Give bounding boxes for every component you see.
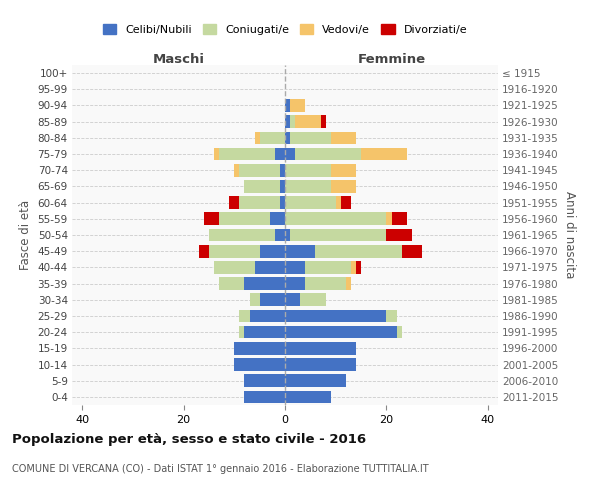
Bar (285, 164, 331, 176)
Bar (295, 148, 361, 160)
Bar (280, 164, 285, 176)
Bar (234, 358, 285, 371)
Bar (285, 116, 290, 128)
Bar (386, 310, 397, 322)
Bar (401, 245, 422, 258)
Bar (209, 245, 260, 258)
Bar (290, 116, 295, 128)
Bar (234, 164, 239, 176)
Bar (260, 294, 285, 306)
Bar (285, 180, 331, 192)
Bar (305, 278, 346, 290)
Text: COMUNE DI VERCANA (CO) - Dati ISTAT 1° gennaio 2016 - Elaborazione TUTTITALIA.IT: COMUNE DI VERCANA (CO) - Dati ISTAT 1° g… (12, 464, 428, 474)
Bar (290, 99, 305, 112)
Bar (275, 148, 285, 160)
Bar (351, 261, 356, 274)
Bar (285, 261, 305, 274)
Bar (285, 228, 290, 241)
Bar (331, 132, 356, 144)
Bar (244, 374, 285, 387)
Bar (356, 261, 361, 274)
Bar (331, 164, 356, 176)
Bar (320, 116, 326, 128)
Bar (285, 342, 356, 354)
Bar (209, 228, 275, 241)
Bar (244, 180, 280, 192)
Bar (244, 390, 285, 403)
Bar (300, 294, 326, 306)
Bar (285, 132, 290, 144)
Bar (239, 310, 250, 322)
Bar (229, 196, 239, 209)
Bar (336, 196, 341, 209)
Bar (290, 228, 386, 241)
Bar (285, 374, 346, 387)
Bar (244, 278, 285, 290)
Bar (280, 196, 285, 209)
Bar (285, 358, 356, 371)
Bar (250, 310, 285, 322)
Bar (254, 132, 260, 144)
Bar (219, 212, 270, 225)
Bar (285, 390, 331, 403)
Bar (285, 148, 295, 160)
Bar (285, 99, 290, 112)
Bar (316, 245, 401, 258)
Bar (275, 228, 285, 241)
Bar (285, 326, 397, 338)
Bar (386, 212, 392, 225)
Bar (239, 326, 244, 338)
Bar (260, 245, 285, 258)
Bar (285, 212, 386, 225)
Bar (285, 294, 300, 306)
Bar (280, 180, 285, 192)
Bar (219, 278, 244, 290)
Bar (285, 278, 305, 290)
Bar (270, 212, 285, 225)
Bar (285, 245, 316, 258)
Bar (295, 116, 320, 128)
Legend: Celibi/Nubili, Coniugati/e, Vedovi/e, Divorziati/e: Celibi/Nubili, Coniugati/e, Vedovi/e, Di… (98, 20, 472, 39)
Bar (361, 148, 407, 160)
Text: Femmine: Femmine (358, 53, 425, 66)
Bar (244, 326, 285, 338)
Bar (250, 294, 260, 306)
Bar (397, 326, 401, 338)
Y-axis label: Fasce di età: Fasce di età (19, 200, 32, 270)
Text: Popolazione per età, sesso e stato civile - 2016: Popolazione per età, sesso e stato civil… (12, 432, 366, 446)
Bar (386, 228, 412, 241)
Bar (392, 212, 407, 225)
Bar (199, 245, 209, 258)
Bar (285, 310, 386, 322)
Bar (204, 212, 219, 225)
Bar (219, 148, 275, 160)
Bar (346, 278, 351, 290)
Y-axis label: Anni di nascita: Anni di nascita (563, 192, 575, 278)
Bar (305, 261, 351, 274)
Bar (290, 132, 331, 144)
Bar (341, 196, 351, 209)
Bar (239, 164, 280, 176)
Text: Maschi: Maschi (152, 53, 205, 66)
Bar (214, 148, 219, 160)
Bar (260, 132, 285, 144)
Bar (254, 261, 285, 274)
Bar (285, 196, 336, 209)
Bar (234, 342, 285, 354)
Bar (239, 196, 280, 209)
Bar (214, 261, 254, 274)
Bar (331, 180, 356, 192)
